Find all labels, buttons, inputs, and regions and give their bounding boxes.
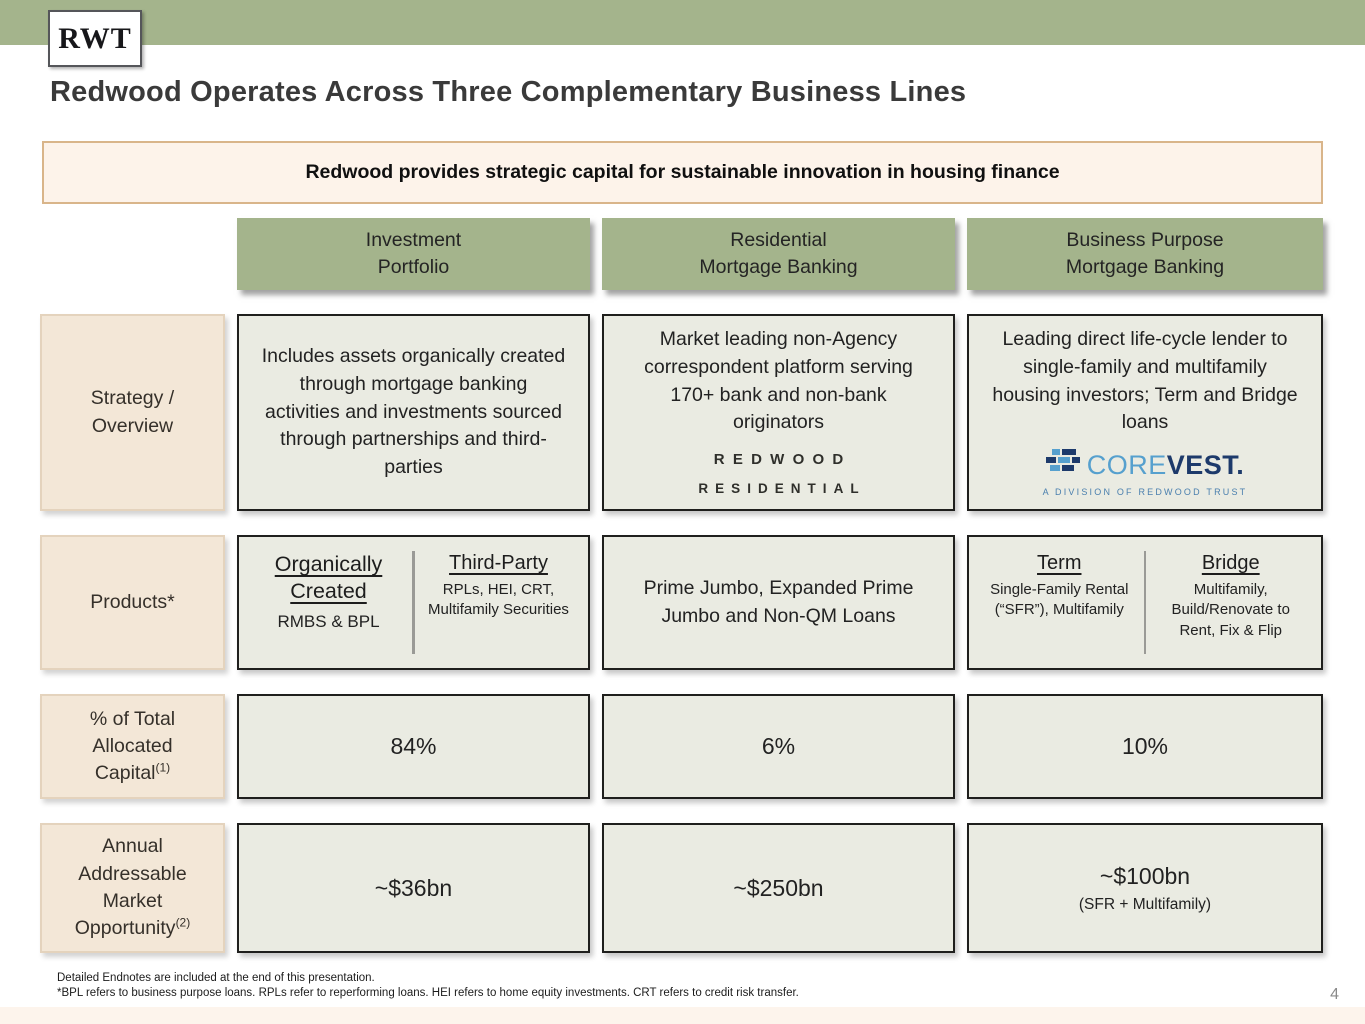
strategy-text: Includes assets organically created thro… — [261, 345, 566, 479]
row-label-text: % of Total Allocated Capital(1) — [56, 706, 209, 788]
rwt-logo: RWT — [48, 10, 142, 67]
redwood-residential-logo-line1: REDWOOD — [713, 451, 852, 469]
capital-cell-business-purpose: 10% — [967, 694, 1323, 799]
market-value-subnote: (SFR + Multifamily) — [1078, 896, 1212, 914]
strategy-text: Market leading non-Agency correspondent … — [644, 328, 913, 434]
products-subcol-term: Term Single-Family Rental (“SFR”), Multi… — [977, 547, 1142, 658]
market-value: ~$250bn — [733, 874, 824, 901]
market-cell-investment-portfolio: ~$36bn — [237, 823, 590, 953]
subcol-heading: Organically Created — [274, 552, 383, 603]
products-subcol-organically-created: Organically Created RMBS & BPL — [247, 547, 410, 658]
row-label-allocated-capital: % of Total Allocated Capital(1) — [40, 694, 225, 799]
row-label-main: % of Total Allocated Capital — [89, 707, 176, 785]
products-cell-business-purpose: Term Single-Family Rental (“SFR”), Multi… — [967, 535, 1323, 670]
tagline-banner: Redwood provides strategic capital for s… — [42, 141, 1323, 204]
row-label-strategy-overview: Strategy / Overview — [40, 314, 225, 511]
vertical-divider — [412, 551, 415, 654]
rwt-logo-text: RWT — [58, 21, 132, 55]
bottom-cream-strip — [0, 1007, 1365, 1024]
strategy-cell-investment-portfolio: Includes assets organically created thro… — [237, 314, 590, 511]
subcol-heading: Third-Party — [449, 552, 548, 574]
products-cell-residential: Prime Jumbo, Expanded Prime Jumbo and No… — [602, 535, 955, 670]
slide-title: Redwood Operates Across Three Complement… — [50, 76, 967, 108]
header-spacer — [40, 218, 225, 290]
corevest-word-core: CORE — [1086, 449, 1167, 480]
capital-cell-investment-portfolio: 84% — [237, 694, 590, 799]
strategy-text: Leading direct life-cycle lender to sing… — [992, 328, 1298, 434]
strategy-cell-business-purpose: Leading direct life-cycle lender to sing… — [967, 314, 1323, 511]
row-label-text: Strategy / Overview — [90, 387, 175, 437]
corevest-wordmark: COREVEST. — [1086, 449, 1245, 480]
redwood-residential-logo: REDWOOD RESIDENTIAL — [691, 449, 865, 498]
vertical-divider — [1143, 551, 1147, 654]
top-green-band — [0, 0, 1365, 45]
products-cell-investment-portfolio: Organically Created RMBS & BPL Third-Par… — [237, 535, 590, 670]
column-header-residential-mortgage-banking: Residential Mortgage Banking — [602, 218, 955, 290]
subcol-heading: Term — [1037, 552, 1082, 574]
subcol-body: RMBS & BPL — [277, 611, 380, 631]
corevest-bricks-icon — [1045, 449, 1082, 482]
corevest-tagline: A DIVISION OF REDWOOD TRUST — [1042, 486, 1248, 497]
row-label-superscript: (1) — [155, 760, 171, 775]
products-text: Prime Jumbo, Expanded Prime Jumbo and No… — [643, 576, 914, 627]
market-value: ~$100bn — [1099, 862, 1191, 889]
column-header-business-purpose-mortgage-banking: Business Purpose Mortgage Banking — [967, 218, 1323, 290]
subcol-body: Multifamily, Build/Renovate to Rent, Fix… — [1171, 581, 1290, 639]
market-cell-business-purpose: ~$100bn (SFR + Multifamily) — [967, 823, 1323, 953]
row-label-text: Products* — [90, 590, 175, 613]
subcol-body: RPLs, HEI, CRT, Multifamily Securities — [428, 581, 569, 619]
column-header-investment-portfolio: Investment Portfolio — [237, 218, 590, 290]
row-label-products: Products* — [40, 535, 225, 670]
footnotes: Detailed Endnotes are included at the en… — [57, 971, 799, 1001]
page-number: 4 — [1330, 986, 1339, 1003]
row-label-market-opportunity: Annual Addressable Market Opportunity(2) — [40, 823, 225, 953]
subcol-heading: Bridge — [1201, 552, 1260, 574]
capital-cell-residential: 6% — [602, 694, 955, 799]
strategy-cell-residential: Market leading non-Agency correspondent … — [602, 314, 955, 511]
market-cell-residential: ~$250bn — [602, 823, 955, 953]
redwood-residential-logo-line2: RESIDENTIAL — [698, 481, 866, 497]
subcol-body: Single-Family Rental (“SFR”), Multifamil… — [990, 581, 1129, 619]
capital-value: 84% — [390, 733, 437, 760]
tagline-banner-text: Redwood provides strategic capital for s… — [305, 161, 1060, 183]
products-subcol-third-party: Third-Party RPLs, HEI, CRT, Multifamily … — [417, 547, 580, 658]
row-label-main: Annual Addressable Market Opportunity — [74, 835, 187, 940]
footnote-line2: *BPL refers to business purpose loans. R… — [57, 986, 799, 999]
corevest-logo: COREVEST. A DIVISION OF REDWOOD TRUST — [1043, 449, 1248, 498]
capital-value: 10% — [1121, 733, 1169, 760]
products-subcol-bridge: Bridge Multifamily, Build/Renovate to Re… — [1148, 547, 1313, 658]
footnote-line1: Detailed Endnotes are included at the en… — [57, 972, 375, 984]
row-label-text: Annual Addressable Market Opportunity(2) — [56, 833, 209, 942]
capital-value: 6% — [761, 733, 796, 760]
row-label-superscript: (2) — [175, 915, 191, 930]
market-value: ~$36bn — [374, 874, 453, 901]
business-lines-table: Investment Portfolio Residential Mortgag… — [40, 218, 1323, 953]
corevest-word-vest: VEST. — [1166, 449, 1245, 480]
